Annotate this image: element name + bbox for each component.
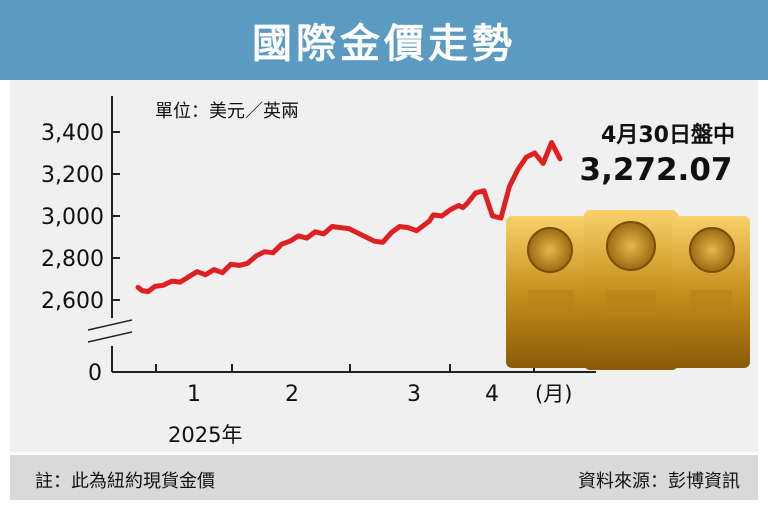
y-tick-label: 2,800 [41, 247, 104, 272]
footer-source: 資料來源：彭博資訊 [578, 471, 740, 492]
chart-header: 國際金價走勢 [0, 0, 768, 80]
axis-break-mark [87, 318, 133, 346]
y-tick-label: 3,200 [41, 163, 104, 188]
gold-bars-image [506, 210, 750, 370]
price-line [135, 140, 563, 295]
chart-title: 國際金價走勢 [252, 21, 516, 67]
annotation-value: 3,272.07 [580, 152, 733, 188]
unit-label: 單位：美元／英兩 [155, 101, 299, 122]
x-tick-label: 1 [187, 382, 201, 407]
chart-footer: 註：此為紐約現貨金價 資料來源：彭博資訊 [10, 455, 758, 500]
y-tick-label: 3,400 [41, 121, 104, 146]
x-unit-label: (月) [535, 382, 572, 406]
annotation-date: 4月30日盤中 [601, 122, 735, 148]
y-tick-label: 2,600 [41, 289, 104, 314]
x-tick-label: 3 [407, 382, 421, 407]
x-tick-label: 2 [285, 382, 299, 407]
y-tick-label: 3,000 [41, 205, 104, 230]
year-label: 2025年 [168, 423, 242, 447]
footer-note: 註：此為紐約現貨金價 [35, 471, 215, 492]
x-tick-label: 4 [485, 382, 499, 407]
y-tick-label: 0 [88, 361, 102, 386]
